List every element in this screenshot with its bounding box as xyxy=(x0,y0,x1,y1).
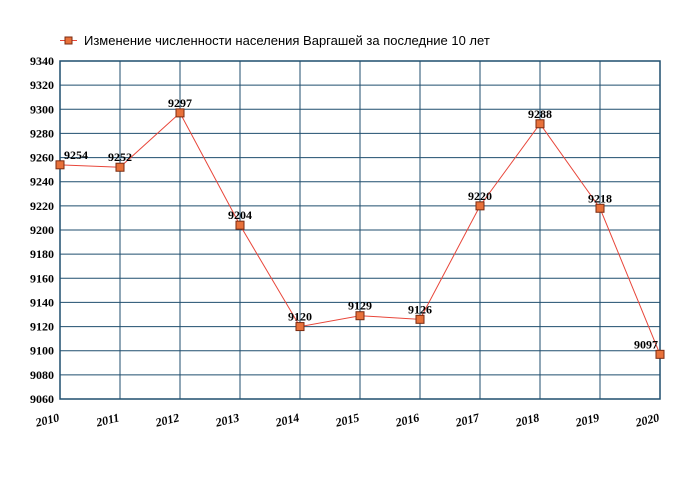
x-tick-label: 2010 xyxy=(33,410,61,430)
x-tick-label: 2016 xyxy=(393,410,421,430)
x-tick-label: 2014 xyxy=(273,410,301,430)
y-tick-label: 9140 xyxy=(30,295,54,309)
x-tick-label: 2013 xyxy=(213,410,241,430)
y-axis-ticks: 9060 9080 9100 9120 9140 9160 9180 9200 9220 9240… xyxy=(30,54,54,406)
data-point xyxy=(175,108,185,118)
data-point xyxy=(415,314,425,324)
data-label: 9288 xyxy=(528,107,552,121)
data-label: 9120 xyxy=(288,310,312,324)
data-label: 9126 xyxy=(408,302,432,316)
x-axis-ticks: 2010 2011 2012 2013 2014 2015 2016 2017 2018 2019… xyxy=(33,410,661,430)
data-point xyxy=(595,203,605,213)
plot-frame xyxy=(59,60,661,400)
y-tick-label: 9180 xyxy=(30,247,54,261)
data-label: 9097 xyxy=(634,337,658,351)
data-point xyxy=(295,322,305,332)
y-tick-label: 9240 xyxy=(30,175,54,189)
y-tick-label: 9080 xyxy=(30,368,54,382)
legend-marker xyxy=(64,36,73,45)
y-tick-label: 9220 xyxy=(30,199,54,213)
legend-label: Изменение численности населения Варгашей… xyxy=(84,33,490,48)
x-tick-label: 2015 xyxy=(333,410,361,430)
y-tick-label: 9320 xyxy=(30,78,54,92)
data-label: 9218 xyxy=(588,191,612,205)
data-point xyxy=(355,311,365,321)
data-label: 9254 xyxy=(64,148,88,162)
x-tick-label: 2011 xyxy=(94,410,121,429)
chart-grid xyxy=(59,60,661,400)
data-label: 9220 xyxy=(468,189,492,203)
y-tick-label: 9060 xyxy=(30,392,54,406)
data-label: 9297 xyxy=(168,96,192,110)
y-tick-label: 9160 xyxy=(30,271,54,285)
data-point xyxy=(235,220,245,230)
data-label: 9129 xyxy=(348,299,372,313)
y-tick-label: 9260 xyxy=(30,151,54,165)
data-label: 9252 xyxy=(108,150,132,164)
y-tick-label: 9120 xyxy=(30,320,54,334)
data-label: 9204 xyxy=(228,208,252,222)
y-tick-label: 9200 xyxy=(30,223,54,237)
x-tick-label: 2020 xyxy=(633,410,661,430)
y-tick-label: 9300 xyxy=(30,102,54,116)
x-tick-label: 2019 xyxy=(573,410,601,430)
y-tick-label: 9100 xyxy=(30,344,54,358)
y-tick-label: 9280 xyxy=(30,126,54,140)
data-point xyxy=(535,119,545,129)
data-point xyxy=(115,162,125,172)
data-points xyxy=(55,108,665,359)
x-tick-label: 2012 xyxy=(153,410,181,430)
x-tick-label: 2018 xyxy=(513,410,541,430)
chart-legend: Изменение численности населения Варгашей… xyxy=(60,33,490,48)
data-point xyxy=(655,349,665,359)
y-tick-label: 9340 xyxy=(30,54,54,68)
data-labels: 9254 9252 9297 9204 9120 9129 9126 9220 9288 9218… xyxy=(64,96,658,351)
data-point xyxy=(55,160,65,170)
data-point xyxy=(475,201,485,211)
x-tick-label: 2017 xyxy=(453,410,482,430)
